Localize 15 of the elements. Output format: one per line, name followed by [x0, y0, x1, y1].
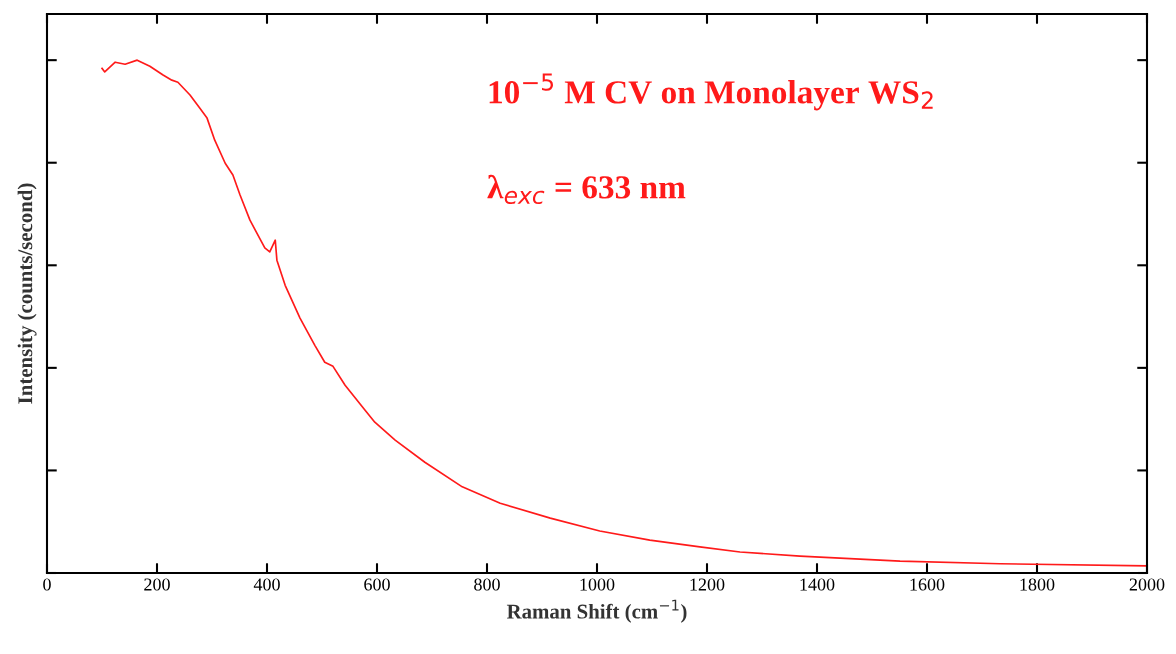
- annotation: 10$^{−5}$ M CV on Monolayer WS$_{2}$: [489, 73, 933, 111]
- x-tick-label: 1400: [800, 578, 835, 591]
- x-tick-label: 2000: [1129, 578, 1165, 591]
- annotation: λ$_{exc}$ = 633 nm: [487, 174, 686, 205]
- x-tick-label: 600: [364, 578, 390, 591]
- x-axis-title: Raman Shift (cm$^{−1}$): [506, 599, 687, 623]
- x-tick-label: 200: [144, 578, 170, 591]
- x-tick-label: 1200: [690, 578, 725, 591]
- x-tick-label: 0: [43, 578, 51, 591]
- y-axis-title: Intensity (counts/second): [17, 183, 37, 404]
- x-tick-label: 400: [253, 578, 280, 591]
- x-tick-label: 1800: [1020, 578, 1055, 591]
- x-tick-label: 800: [474, 578, 500, 591]
- x-tick-label: 1600: [910, 578, 945, 591]
- x-tick-label: 1000: [580, 578, 615, 591]
